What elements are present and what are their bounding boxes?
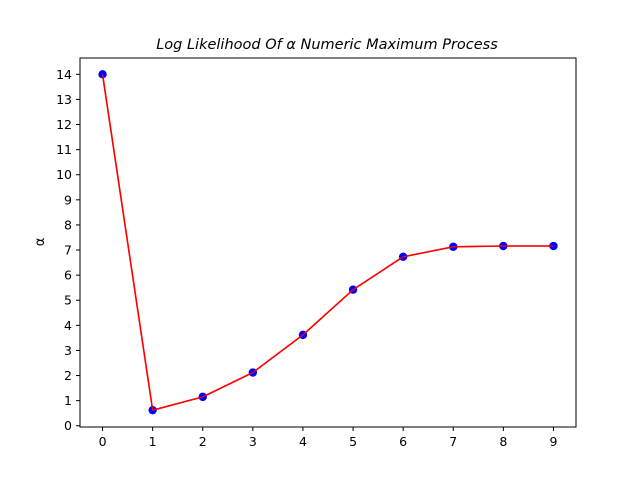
data-point: [98, 70, 107, 79]
y-tick-label: 12: [56, 117, 72, 132]
chart-title: Log Likelihood Of α Numeric Maximum Proc…: [156, 37, 498, 53]
y-tick-label: 9: [64, 192, 72, 207]
y-tick-label: 11: [56, 142, 72, 157]
y-tick-label: 5: [64, 293, 72, 308]
y-tick-label: 1: [64, 393, 72, 408]
x-tick-label: 4: [299, 434, 307, 449]
y-tick-label: 2: [64, 368, 72, 383]
x-tick-label: 3: [249, 434, 257, 449]
y-tick-label: 6: [64, 268, 72, 283]
y-tick-label: 13: [56, 92, 72, 107]
y-tick-label: 4: [64, 318, 72, 333]
y-tick-label: 7: [64, 243, 72, 258]
x-tick-label: 7: [449, 434, 457, 449]
x-tick-label: 9: [549, 434, 557, 449]
y-tick-label: 10: [56, 167, 72, 182]
x-tick-label: 5: [349, 434, 357, 449]
x-tick-label: 8: [499, 434, 507, 449]
x-tick-label: 2: [199, 434, 207, 449]
axes-frame: [79, 57, 577, 428]
y-tick-label: 8: [64, 217, 72, 232]
data-point: [549, 241, 558, 251]
y-tick-label: 3: [64, 343, 72, 358]
x-tick-label: 6: [399, 434, 407, 449]
y-tick-label: 0: [64, 418, 72, 433]
series-line-overlay: [101, 74, 554, 411]
x-tick-label: 1: [149, 434, 157, 449]
x-tick-label: 0: [99, 434, 107, 449]
y-tick-label: 14: [56, 67, 72, 82]
y-axis-label: α: [33, 238, 48, 247]
